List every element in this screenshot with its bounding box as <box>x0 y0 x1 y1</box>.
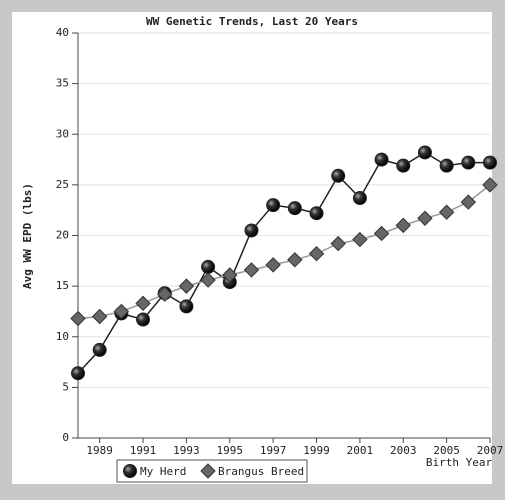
y-tick-label: 40 <box>56 26 69 39</box>
point <box>243 262 260 278</box>
y-tick-label: 5 <box>62 380 69 393</box>
point <box>352 231 368 248</box>
point <box>266 198 281 213</box>
point <box>91 308 108 325</box>
y-tick-label: 30 <box>56 127 69 140</box>
y-axis-label: Avg WW EPD (lbs) <box>21 183 34 289</box>
y-tick-label: 20 <box>56 229 69 242</box>
y-tick-label: 0 <box>62 431 69 444</box>
point <box>178 278 195 294</box>
point <box>71 366 85 381</box>
x-tick-label: 2001 <box>347 444 374 457</box>
y-tick-label: 35 <box>56 77 69 90</box>
x-tick-label: 2003 <box>390 444 417 457</box>
point <box>222 267 238 283</box>
x-tick-label: 2005 <box>433 444 460 457</box>
point <box>460 194 477 210</box>
x-tick-label: 1993 <box>173 444 200 457</box>
point <box>308 246 325 262</box>
point <box>483 155 497 170</box>
y-tick-label: 25 <box>56 178 69 191</box>
legend-marker <box>200 463 216 479</box>
point <box>157 286 173 302</box>
point <box>70 310 86 327</box>
point <box>330 235 346 252</box>
chart-panel <box>12 12 492 484</box>
x-tick-label: 2007 <box>477 444 504 457</box>
x-tick-label: 1999 <box>303 444 330 457</box>
legend-label: Brangus Breed <box>218 465 304 478</box>
point <box>179 299 194 314</box>
x-tick-label: 1991 <box>130 444 157 457</box>
point <box>438 204 455 220</box>
legend-label: My Herd <box>140 465 186 478</box>
point <box>439 158 454 173</box>
point <box>461 155 476 170</box>
x-tick-label: 1989 <box>86 444 113 457</box>
point <box>331 168 346 183</box>
y-tick-label: 15 <box>56 279 69 292</box>
chart-title: WW Genetic Trends, Last 20 Years <box>146 15 358 28</box>
point <box>373 225 390 242</box>
point <box>417 145 432 160</box>
x-tick-label: 1997 <box>260 444 287 457</box>
point <box>136 312 151 327</box>
point <box>482 177 498 193</box>
point <box>287 252 303 268</box>
point <box>287 201 302 216</box>
point <box>201 259 216 274</box>
point <box>395 217 411 234</box>
point <box>309 206 324 221</box>
point <box>417 210 433 226</box>
point <box>374 152 389 167</box>
point <box>244 223 259 238</box>
point <box>92 342 107 357</box>
x-axis-label: Birth Year <box>426 456 493 469</box>
point <box>352 191 367 206</box>
legend-marker <box>123 464 137 478</box>
point <box>200 272 216 288</box>
point <box>396 158 411 173</box>
x-tick-label: 1995 <box>217 444 244 457</box>
point <box>135 295 151 312</box>
point <box>113 303 130 320</box>
point <box>265 257 281 273</box>
y-tick-label: 10 <box>56 330 69 343</box>
